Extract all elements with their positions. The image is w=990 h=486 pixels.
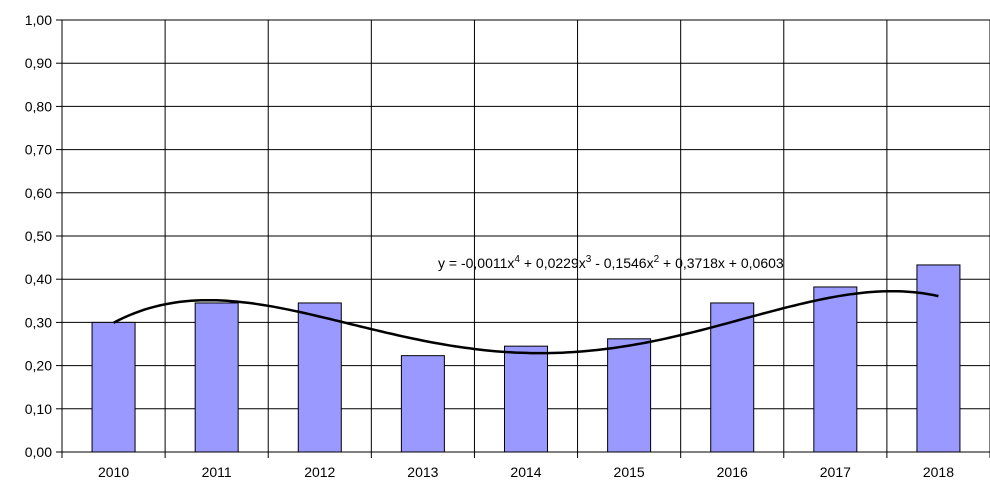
y-tick-label: 0,90 — [25, 55, 52, 71]
bar-2010 — [91, 321, 136, 453]
y-tick-label: 0,40 — [25, 271, 52, 287]
bar-2015 — [607, 338, 652, 453]
x-tick-label: 2011 — [202, 464, 232, 480]
bar-2012 — [297, 302, 342, 453]
bar-2011 — [194, 302, 239, 453]
x-tick-label: 2010 — [98, 464, 129, 480]
y-tick-label: 0,30 — [25, 314, 52, 330]
x-tick-label: 2016 — [717, 464, 748, 480]
y-tick-label: 0,60 — [25, 185, 52, 201]
x-tick-label: 2012 — [304, 464, 335, 480]
bar-2014 — [504, 345, 548, 453]
bar-2016 — [710, 302, 755, 453]
x-tick-label: 2014 — [510, 464, 541, 480]
y-tick-label: 0,00 — [25, 444, 52, 460]
x-tick-label: 2013 — [407, 464, 438, 480]
y-tick-label: 0,70 — [25, 142, 52, 158]
y-tick-label: 0,80 — [25, 98, 52, 114]
trendline-equation: y = -0,0011x4 + 0,0229x3 - 0,1546x2 + 0,… — [438, 254, 784, 271]
bar-2017 — [813, 286, 858, 453]
trendline — [113, 289, 939, 355]
y-tick-label: 1,00 — [25, 12, 52, 28]
bar-2013 — [400, 355, 445, 453]
y-tick-label: 0,50 — [25, 228, 52, 244]
x-tick-labels: 2010 2011 2012 2013 2014 2015 2016 2017 2018 — [98, 464, 954, 480]
y-tick-labels: 0,00 0,10 0,20 0,30 0,40 0,50 0,60 0,70 0,80 0,90… — [25, 12, 52, 460]
y-tick-label: 0,10 — [25, 401, 52, 417]
bar-2018 — [916, 264, 961, 453]
x-tick-label: 2015 — [614, 464, 645, 480]
x-tick-label: 2017 — [820, 464, 851, 480]
axes — [56, 19, 990, 458]
y-tick-label: 0,20 — [25, 358, 52, 374]
bars — [91, 264, 961, 453]
x-tick-label: 2018 — [923, 464, 954, 480]
